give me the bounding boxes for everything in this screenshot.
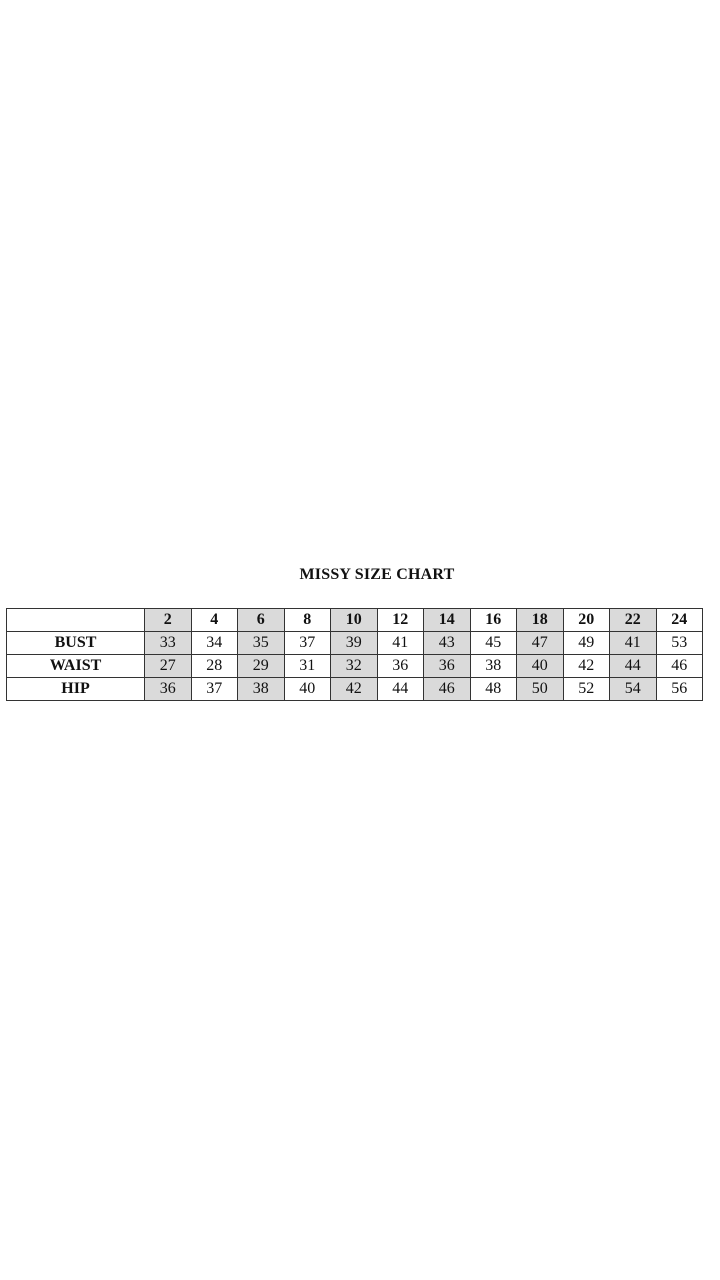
size-header: 12 — [376, 608, 424, 632]
measurement-cell: 40 — [516, 654, 564, 678]
corner-cell — [6, 608, 145, 632]
table-row: HIP 36 37 38 40 42 44 46 48 50 52 54 56 — [6, 677, 703, 701]
header-row: 2 4 6 8 10 12 14 16 18 20 22 24 — [6, 608, 703, 632]
table-row: WAIST 27 28 29 31 32 36 36 38 40 42 44 46 — [6, 654, 703, 678]
measurement-cell: 28 — [190, 654, 238, 678]
measurement-cell: 48 — [469, 677, 517, 701]
size-header: 22 — [609, 608, 657, 632]
measurement-cell: 56 — [655, 677, 703, 701]
size-chart-table: 2 4 6 8 10 12 14 16 18 20 22 24 BUST 33 34 35 37 39 41 43 45… — [6, 608, 703, 701]
measurement-cell: 44 — [609, 654, 657, 678]
measurement-cell: 46 — [423, 677, 471, 701]
measurement-cell: 49 — [562, 631, 610, 655]
measurement-cell: 53 — [655, 631, 703, 655]
row-label: WAIST — [6, 654, 145, 678]
measurement-cell: 41 — [609, 631, 657, 655]
size-header: 4 — [190, 608, 238, 632]
measurement-cell: 52 — [562, 677, 610, 701]
size-header: 10 — [330, 608, 378, 632]
size-header: 16 — [469, 608, 517, 632]
measurement-cell: 54 — [609, 677, 657, 701]
measurement-cell: 35 — [237, 631, 285, 655]
measurement-cell: 42 — [330, 677, 378, 701]
measurement-cell: 34 — [190, 631, 238, 655]
measurement-cell: 27 — [144, 654, 192, 678]
chart-title: MISSY SIZE CHART — [299, 566, 455, 583]
measurement-cell: 42 — [562, 654, 610, 678]
measurement-cell: 45 — [469, 631, 517, 655]
measurement-cell: 46 — [655, 654, 703, 678]
measurement-cell: 29 — [237, 654, 285, 678]
size-header: 18 — [516, 608, 564, 632]
measurement-cell: 38 — [469, 654, 517, 678]
measurement-cell: 37 — [190, 677, 238, 701]
size-header: 6 — [237, 608, 285, 632]
measurement-cell: 31 — [283, 654, 331, 678]
measurement-cell: 38 — [237, 677, 285, 701]
measurement-cell: 41 — [376, 631, 424, 655]
row-label: BUST — [6, 631, 145, 655]
measurement-cell: 36 — [423, 654, 471, 678]
measurement-cell: 33 — [144, 631, 192, 655]
measurement-cell: 36 — [376, 654, 424, 678]
measurement-cell: 47 — [516, 631, 564, 655]
measurement-cell: 50 — [516, 677, 564, 701]
size-header: 20 — [562, 608, 610, 632]
measurement-cell: 40 — [283, 677, 331, 701]
table-row: BUST 33 34 35 37 39 41 43 45 47 49 41 53 — [6, 631, 703, 655]
measurement-cell: 39 — [330, 631, 378, 655]
size-header: 24 — [655, 608, 703, 632]
measurement-cell: 37 — [283, 631, 331, 655]
measurement-cell: 43 — [423, 631, 471, 655]
size-header: 8 — [283, 608, 331, 632]
size-header: 14 — [423, 608, 471, 632]
measurement-cell: 44 — [376, 677, 424, 701]
size-header: 2 — [144, 608, 192, 632]
measurement-cell: 32 — [330, 654, 378, 678]
measurement-cell: 36 — [144, 677, 192, 701]
row-label: HIP — [6, 677, 145, 701]
